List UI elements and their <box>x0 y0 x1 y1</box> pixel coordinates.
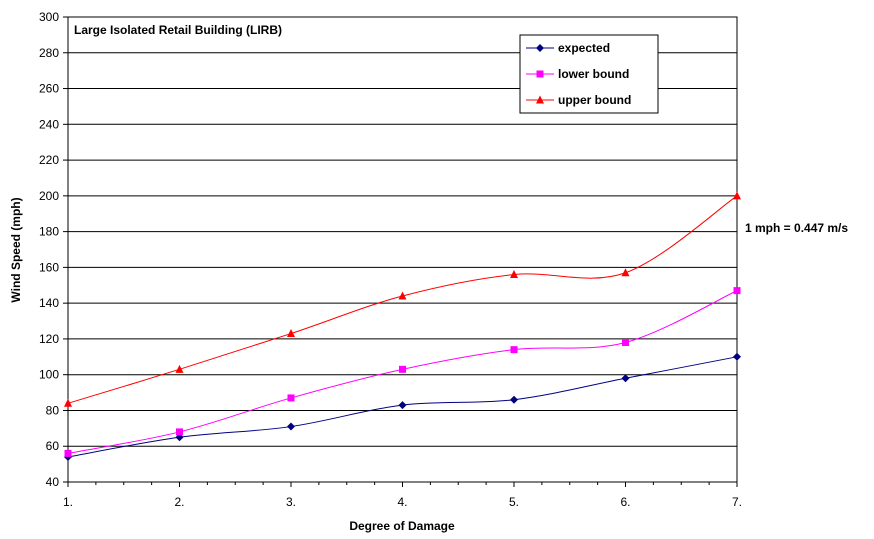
x-tick-label: 1. <box>63 495 73 509</box>
data-point-lower-bound <box>64 449 72 457</box>
data-point-lower-bound <box>176 428 183 436</box>
x-tick-label: 4. <box>397 495 407 509</box>
data-point-upper-bound <box>287 329 295 338</box>
data-point-upper-bound <box>621 268 630 277</box>
y-tick-label: 80 <box>46 403 60 417</box>
x-tick-label: 7. <box>732 495 742 509</box>
y-tick-label: 60 <box>46 439 60 453</box>
y-tick-label: 220 <box>39 153 59 167</box>
legend-label-expected: expected <box>558 41 610 55</box>
data-point-upper-bound <box>510 270 518 279</box>
chart-title: Large Isolated Retail Building (LIRB) <box>74 23 282 37</box>
data-point-lower-bound <box>510 346 518 354</box>
y-tick-label: 280 <box>39 46 59 60</box>
data-point-upper-bound <box>64 398 72 407</box>
data-point-upper-bound <box>398 291 407 300</box>
x-tick-label: 6. <box>620 495 630 509</box>
x-axis: 1. 2. 3. 4. 5. 6. 7. <box>63 482 742 509</box>
legend-marker-upper-bound <box>536 95 544 104</box>
legend-label-lower-bound: lower bound <box>558 67 629 81</box>
legend-marker-expected <box>536 44 544 52</box>
data-point-expected <box>287 422 295 431</box>
data-point-upper-bound <box>733 191 741 200</box>
x-tick-label: 3. <box>286 495 296 509</box>
data-point-expected <box>733 352 741 361</box>
y-axis-title: Wind Speed (mph) <box>9 197 23 302</box>
y-axis: 40 60 80 100 120 140 160 180 200 220 240 260 280 300 <box>39 10 68 489</box>
y-tick-label: 260 <box>39 82 59 96</box>
data-point-expected <box>398 401 407 410</box>
series-markers <box>64 191 741 461</box>
y-tick-label: 100 <box>39 368 59 382</box>
data-point-lower-bound <box>622 339 629 346</box>
y-tick-label: 40 <box>46 475 60 489</box>
data-point-upper-bound <box>175 364 184 373</box>
x-tick-label: 5. <box>509 495 519 509</box>
y-tick-label: 120 <box>39 332 59 346</box>
y-tick-label: 200 <box>39 189 59 203</box>
y-tick-label: 240 <box>39 117 59 131</box>
data-point-lower-bound <box>733 287 741 295</box>
y-tick-label: 300 <box>39 10 59 24</box>
y-tick-label: 160 <box>39 260 59 274</box>
y-tick-label: 140 <box>39 296 59 310</box>
legend: expected lower bound upper bound <box>519 34 659 114</box>
unit-annotation: 1 mph = 0.447 m/s <box>745 221 848 235</box>
data-point-expected <box>510 395 518 404</box>
x-tick-label: 2. <box>174 495 184 509</box>
data-point-lower-bound <box>399 365 406 373</box>
data-point-expected <box>621 374 630 383</box>
x-axis-title: Degree of Damage <box>349 519 455 533</box>
y-tick-label: 180 <box>39 225 59 239</box>
legend-label-upper-bound: upper bound <box>558 93 631 107</box>
data-point-lower-bound <box>287 394 295 402</box>
legend-marker-lower-bound <box>536 70 544 78</box>
